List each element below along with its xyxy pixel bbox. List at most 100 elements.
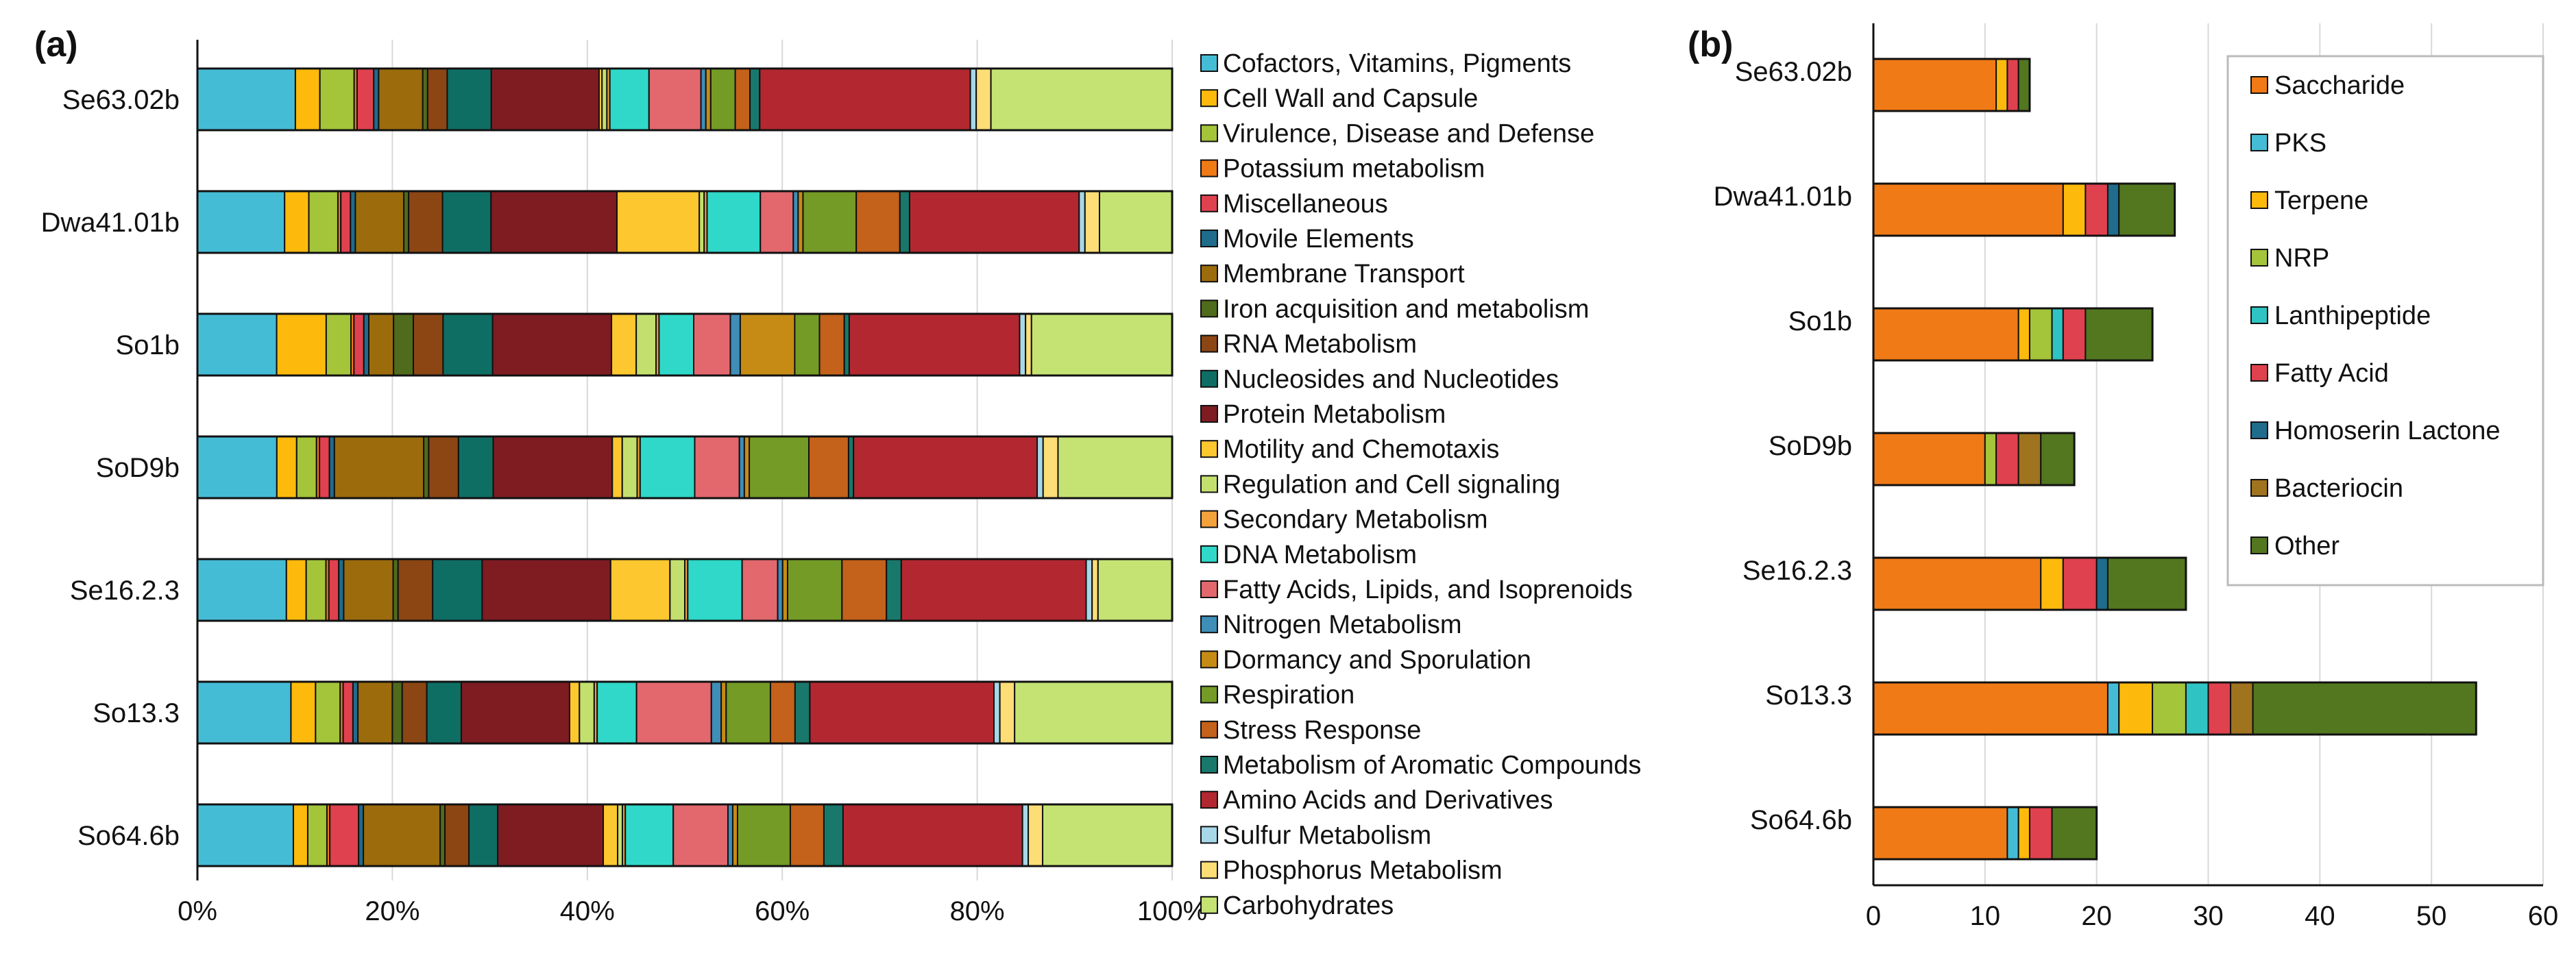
panel-a-legend-swatch (1200, 159, 1218, 177)
panel-a-bar-segment (808, 436, 849, 499)
panel-b-x-tick: 40 (2305, 901, 2335, 931)
panel-a-legend-swatch (1200, 580, 1218, 598)
panel-a-legend-label: Sulfur Metabolism (1223, 821, 1431, 850)
panel-a-bar-segment (1097, 558, 1173, 621)
panel-a-bar-segment (391, 681, 403, 744)
panel-a-legend-label: Cell Wall and Capsule (1223, 84, 1478, 113)
panel-a-legend-swatch (1200, 826, 1218, 844)
panel-b-legend-swatch (2250, 134, 2268, 151)
panel-a-category-label: So13.3 (93, 698, 180, 728)
panel-a-legend-swatch (1200, 685, 1218, 704)
panel-a-bar-segment (706, 190, 762, 254)
panel-a-x-tick: 20% (365, 896, 420, 926)
panel-a-bar-segment (639, 436, 696, 499)
panel-a-bar-segment (441, 190, 492, 254)
panel-b-legend-label: Homoserin Lactone (2274, 417, 2501, 445)
panel-a-bar-segment (1057, 436, 1174, 499)
panel-b-x-tick-labels: 0 10 20 30 40 50 60 (1866, 901, 2558, 931)
panel-a-bar-segment (886, 558, 902, 621)
panel-a-bar-segment (609, 68, 650, 131)
panel-a-bar-segment (356, 68, 375, 131)
panel-b-x-tick: 60 (2528, 901, 2559, 931)
panel-b-bar-segment (2106, 183, 2120, 236)
panel-a-legend-swatch (1200, 650, 1218, 669)
panel-a-bar-segment (687, 558, 743, 621)
panel-a-bar-segment (698, 190, 705, 254)
panel-b-x-tick: 30 (2193, 901, 2224, 931)
panel-b-bar-segment (2230, 682, 2254, 735)
panel-b-category-label: So1b (1788, 306, 1852, 336)
panel-a-bar-segment (343, 558, 394, 621)
panel-a-legend-swatch (1200, 334, 1218, 353)
panel-a-bar-segment (363, 804, 441, 867)
panel-a-bar-segment (308, 190, 339, 254)
panel-a-bar-segment (969, 68, 977, 131)
panel-b-legend-swatch (2250, 364, 2268, 382)
panel-b-legend-swatch (2250, 536, 2268, 554)
panel-a-bar-segment (276, 436, 297, 499)
panel-a-bar-segment (378, 68, 424, 131)
panel-a-bar-segment (749, 68, 761, 131)
panel-a-bar-segment (197, 558, 287, 621)
panel-a-bar-segment (1036, 436, 1044, 499)
panel-a-bar-segment (284, 190, 310, 254)
panel-a-bar-segment (319, 68, 355, 131)
panel-a-bar-segment (197, 804, 294, 867)
panel-a-bar-segment (1042, 804, 1173, 867)
panel-b-legend-label: Lanthipeptide (2274, 301, 2431, 330)
panel-a-bar-segment (329, 804, 360, 867)
panel-a-bar-segment (426, 68, 448, 131)
panel-a-legend-label: Respiration (1223, 681, 1354, 710)
panel-a-bar-segment (999, 681, 1016, 744)
panel-a-bar-segment (797, 190, 804, 254)
panel-a-bar-segment (408, 190, 443, 254)
panel-a-bar-segment (285, 558, 307, 621)
panel-a-legend-swatch (1200, 896, 1218, 914)
panel-a-bar-segment (1091, 558, 1099, 621)
panel-a-bar-segment (413, 313, 444, 376)
panel-a-bar-segment (700, 68, 707, 131)
panel-a-bar-segment (568, 681, 581, 744)
panel-a-bar-segment (491, 313, 613, 376)
panel-a-bar-segment (392, 558, 399, 621)
panel-a-bar-segment (794, 681, 811, 744)
panel-a-legend-swatch (1200, 861, 1218, 879)
panel-a-bar-segment (353, 313, 365, 376)
panel-a-bar-segment (841, 558, 888, 621)
panel-a-legend-swatch (1200, 615, 1218, 634)
panel-a-bar-segment (611, 436, 623, 499)
panel-a-legend-swatch (1200, 405, 1218, 423)
panel-b-bar-segment (2017, 806, 2030, 860)
panel-a-bar-segment (601, 68, 608, 131)
panel-b-legend-swatch (2250, 479, 2268, 497)
panel-a-bar-segment (658, 313, 695, 376)
panel-a-legend-swatch (1200, 299, 1218, 318)
panel-a-bar-segment (1028, 804, 1044, 867)
panel-a-x-tick: 40% (560, 896, 615, 926)
panel-a-bar-segment (809, 681, 995, 744)
panel-a-bar-segment (802, 190, 858, 254)
panel-b-bar-segment (2062, 183, 2087, 236)
panel-b-x-tick: 50 (2416, 901, 2447, 931)
panel-a-legend-swatch (1200, 264, 1218, 283)
panel-a-bar-segment (975, 68, 992, 131)
panel-a-legend-label: Dormancy and Sporulation (1223, 645, 1531, 674)
panel-b-legend-swatch (2250, 76, 2268, 94)
panel-a-legend: Cofactors, Vitamins, Pigments Cell Wall a… (1200, 49, 1641, 920)
panel-a-legend-label: Membrane Transport (1223, 260, 1465, 288)
panel-a-bar-segment (197, 681, 292, 744)
panel-b-bar-segment (2051, 308, 2064, 361)
panel-b: (b) Se63.02b Dwa41.01b So1b SoD9b Se16.2.3 So… (1688, 23, 2558, 931)
panel-a-bar-segment (444, 804, 470, 867)
panel-a-legend-label: Stress Response (1223, 716, 1421, 745)
panel-a-legend-swatch (1200, 194, 1218, 212)
panel-b-category-label: Se63.02b (1735, 57, 1852, 87)
panel-a-bar-segment (705, 68, 712, 131)
panel-b-bar-segment (1873, 183, 2064, 236)
panel-a-bar-segment (1030, 313, 1174, 376)
panel-a-legend-label: Amino Acids and Derivatives (1223, 786, 1553, 815)
panel-b-legend-swatch (2250, 191, 2268, 209)
panel-b-bar-segment (2085, 308, 2154, 361)
panel-b-x-tick: 0 (1866, 901, 1881, 931)
panel-a-bar-segment (781, 558, 788, 621)
